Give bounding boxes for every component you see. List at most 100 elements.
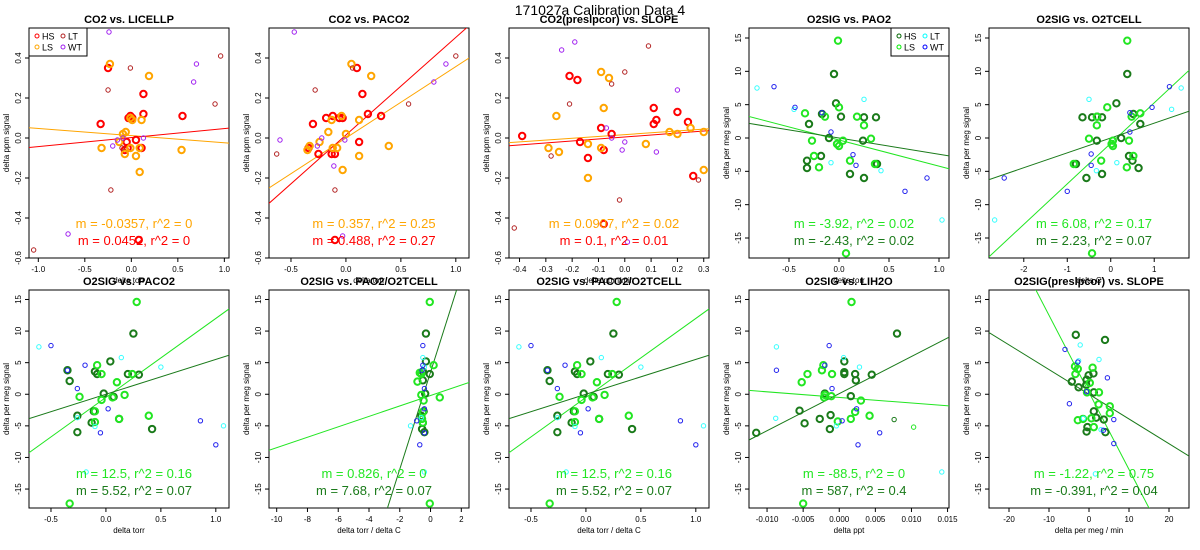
- data-point-wt: [773, 367, 780, 373]
- data-point-lt: [773, 415, 779, 421]
- x-tick-label: 10: [1125, 515, 1134, 524]
- x-axis-label: delta torr: [113, 526, 145, 535]
- plot-area: [509, 39, 709, 245]
- data-point-ls: [137, 115, 146, 125]
- x-tick-label: 0.0: [619, 265, 631, 274]
- data-point-hs: [122, 137, 131, 147]
- data-point-lt: [420, 354, 426, 361]
- data-point-wt: [624, 239, 631, 245]
- data-point-lt: [1077, 342, 1083, 348]
- data-point-hs: [840, 369, 849, 379]
- fit-annotation-hs: m = 5.52, r^2 = 0.07: [556, 483, 672, 498]
- data-point-hs: [330, 235, 340, 245]
- data-point-wt: [1001, 175, 1007, 181]
- y-tick-label: -15: [734, 232, 743, 244]
- x-tick-label: -0.5: [44, 515, 58, 524]
- data-point-ls: [97, 369, 106, 379]
- data-point-hs: [354, 137, 364, 147]
- data-point-wt: [608, 135, 615, 141]
- data-point-ls: [570, 407, 580, 416]
- chart-panel-2: CO2 vs. PACO2 -0.5 0.0 0.5 1.0 delta torr -0.6…: [242, 14, 470, 285]
- data-point-hs: [1092, 413, 1101, 422]
- data-point-hs: [596, 123, 606, 133]
- y-tick-label: 0: [14, 391, 23, 396]
- x-tick-label: 0.5: [635, 515, 647, 524]
- fit-line-hs: [749, 336, 949, 441]
- y-tick-label: -15: [974, 483, 983, 495]
- data-point-ls: [1105, 409, 1115, 418]
- data-point-lt: [349, 65, 356, 71]
- y-tick-label: -0.4: [494, 211, 503, 225]
- data-point-wt: [902, 188, 908, 195]
- chart-panel-3: CO2(preslpcor) vs. SLOPE -0.4 -0.3 -0.2 -0.1…: [482, 14, 710, 285]
- data-point-hs: [836, 112, 846, 121]
- data-point-ls: [1092, 121, 1102, 130]
- x-tick-label: -0.2: [565, 265, 579, 274]
- data-point-ls: [554, 147, 564, 157]
- x-tick-label: 0.5: [883, 265, 895, 274]
- x-tick-label: -0.010: [756, 515, 779, 524]
- x-tick-label: 0.0: [100, 515, 112, 524]
- data-point-lt: [554, 414, 561, 421]
- y-tick-label: 10: [734, 326, 743, 335]
- data-point-ls: [604, 73, 614, 83]
- data-point-ls: [354, 151, 364, 161]
- x-tick-label: -2: [1020, 265, 1028, 274]
- y-tick-label: 15: [734, 33, 743, 42]
- data-point-ls: [673, 129, 682, 139]
- data-point-wt: [828, 129, 834, 135]
- x-tick-label: 0.0: [833, 265, 845, 274]
- plot-area: [509, 297, 709, 508]
- legend-label-lt: LT: [930, 32, 940, 42]
- data-point-ls: [820, 112, 830, 121]
- data-point-wt: [839, 418, 845, 424]
- data-point-lt: [1114, 159, 1120, 166]
- data-point-wt: [120, 135, 126, 141]
- plot-area: [269, 28, 469, 245]
- data-point-wt: [693, 442, 699, 448]
- data-point-wt: [792, 104, 798, 111]
- data-point-ls: [838, 136, 848, 145]
- y-tick-label: 15: [254, 294, 263, 303]
- y-tick-label: -10: [14, 451, 23, 463]
- data-point-hs: [545, 376, 554, 386]
- data-point-wt: [197, 418, 204, 424]
- y-tick-label: -0.6: [494, 251, 503, 265]
- chart-title: O2SIG vs. PAO2: [807, 14, 891, 26]
- data-point-lt: [833, 423, 840, 429]
- data-point-hs: [73, 411, 82, 420]
- data-point-wt: [421, 430, 428, 436]
- data-point-hs: [840, 357, 849, 366]
- y-tick-label: -0.2: [254, 171, 263, 185]
- data-point-ls: [177, 145, 186, 155]
- data-point-wt: [1127, 129, 1133, 135]
- data-point-ls: [866, 134, 876, 143]
- data-point-wt: [876, 430, 883, 436]
- data-point-hs: [1123, 69, 1132, 79]
- data-point-ls: [1124, 136, 1134, 145]
- data-point-hs: [795, 406, 804, 415]
- data-point-hs: [575, 137, 585, 147]
- data-point-ls: [846, 414, 856, 424]
- legend-marker-lt: [60, 33, 66, 39]
- y-tick-label: -10: [734, 451, 743, 463]
- data-point-hs: [846, 391, 856, 401]
- y-tick-label: 0.4: [14, 52, 23, 64]
- fit-annotation-hs: m = -2.43, r^2 = 0.02: [794, 233, 914, 248]
- data-point-wt: [819, 109, 825, 116]
- data-point-lt: [127, 65, 134, 71]
- data-point-ls: [1123, 36, 1132, 45]
- data-point-wt: [1064, 188, 1070, 195]
- data-point-wt: [544, 367, 551, 373]
- data-point-hs: [1112, 99, 1121, 108]
- data-point-wt: [190, 79, 197, 85]
- data-point-wt: [826, 342, 832, 349]
- fit-line-ls: [509, 308, 709, 454]
- data-point-ls: [128, 115, 137, 125]
- fit-line-hs: [386, 290, 458, 508]
- data-point-wt: [339, 233, 346, 239]
- legend-marker-wt: [60, 44, 66, 50]
- x-axis-label: delta torr: [833, 276, 865, 285]
- data-point-ls: [144, 411, 153, 420]
